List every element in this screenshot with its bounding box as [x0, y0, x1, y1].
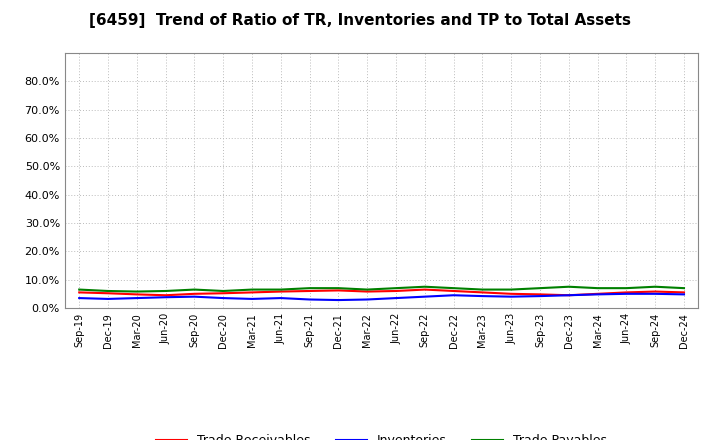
Trade Payables [449, 286, 458, 291]
Trade Receivables [334, 288, 343, 293]
Inventories [593, 292, 602, 297]
Inventories [161, 295, 170, 300]
Trade Receivables [305, 288, 314, 293]
Inventories [680, 292, 688, 297]
Trade Payables [680, 286, 688, 291]
Trade Payables [593, 286, 602, 291]
Trade Payables [363, 287, 372, 292]
Inventories [190, 294, 199, 299]
Trade Receivables [449, 288, 458, 293]
Trade Payables [276, 287, 285, 292]
Trade Receivables [680, 290, 688, 295]
Line: Trade Receivables: Trade Receivables [79, 290, 684, 295]
Trade Payables [161, 288, 170, 293]
Trade Payables [651, 284, 660, 290]
Trade Payables [75, 287, 84, 292]
Trade Payables [219, 288, 228, 293]
Inventories [651, 291, 660, 297]
Trade Receivables [104, 290, 112, 296]
Trade Receivables [248, 290, 256, 295]
Inventories [564, 293, 573, 298]
Trade Receivables [536, 292, 544, 297]
Trade Receivables [622, 290, 631, 295]
Trade Payables [507, 287, 516, 292]
Trade Receivables [276, 289, 285, 294]
Inventories [75, 295, 84, 301]
Trade Receivables [392, 288, 400, 293]
Inventories [132, 295, 141, 301]
Trade Payables [622, 286, 631, 291]
Trade Payables [305, 286, 314, 291]
Inventories [507, 294, 516, 299]
Trade Receivables [132, 292, 141, 297]
Inventories [248, 296, 256, 301]
Line: Inventories: Inventories [79, 294, 684, 300]
Inventories [420, 294, 429, 299]
Text: [6459]  Trend of Ratio of TR, Inventories and TP to Total Assets: [6459] Trend of Ratio of TR, Inventories… [89, 13, 631, 28]
Trade Payables [132, 289, 141, 294]
Trade Payables [248, 287, 256, 292]
Trade Receivables [161, 293, 170, 298]
Trade Receivables [363, 289, 372, 294]
Inventories [363, 297, 372, 302]
Trade Receivables [507, 291, 516, 297]
Trade Receivables [478, 290, 487, 295]
Trade Payables [478, 287, 487, 292]
Inventories [104, 296, 112, 301]
Trade Receivables [420, 287, 429, 292]
Inventories [305, 297, 314, 302]
Inventories [276, 295, 285, 301]
Inventories [392, 295, 400, 301]
Trade Receivables [651, 289, 660, 294]
Trade Payables [536, 286, 544, 291]
Trade Payables [334, 286, 343, 291]
Trade Receivables [593, 291, 602, 297]
Line: Trade Payables: Trade Payables [79, 287, 684, 292]
Trade Receivables [219, 290, 228, 296]
Inventories [622, 291, 631, 297]
Trade Receivables [564, 293, 573, 298]
Trade Receivables [190, 291, 199, 297]
Trade Payables [190, 287, 199, 292]
Trade Payables [104, 288, 112, 293]
Inventories [449, 293, 458, 298]
Inventories [536, 293, 544, 299]
Trade Payables [564, 284, 573, 290]
Legend: Trade Receivables, Inventories, Trade Payables: Trade Receivables, Inventories, Trade Pa… [151, 429, 612, 440]
Inventories [219, 295, 228, 301]
Inventories [334, 297, 343, 303]
Trade Payables [392, 286, 400, 291]
Inventories [478, 293, 487, 299]
Trade Payables [420, 284, 429, 290]
Trade Receivables [75, 290, 84, 295]
